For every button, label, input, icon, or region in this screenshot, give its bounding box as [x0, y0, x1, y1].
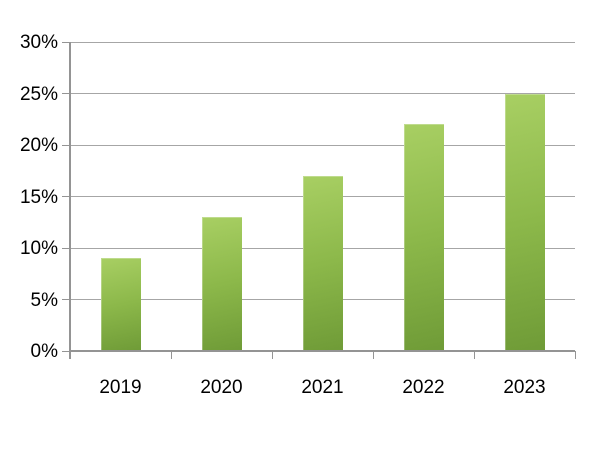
bar-2023 — [504, 93, 545, 351]
y-gridline — [70, 144, 575, 146]
bar-2019 — [100, 258, 141, 351]
y-axis-tick — [62, 93, 70, 94]
bar-2020 — [201, 217, 242, 351]
x-axis-label: 2023 — [503, 377, 546, 398]
y-axis-tick — [62, 41, 70, 43]
y-axis-line — [69, 42, 71, 359]
y-axis-label: 5% — [30, 289, 58, 311]
x-axis-label: 2019 — [99, 377, 142, 398]
x-axis-tick — [473, 351, 475, 359]
y-axis-tick — [62, 247, 70, 249]
y-axis-tick — [62, 350, 70, 352]
x-axis-label: 2022 — [402, 377, 445, 398]
x-axis-line — [70, 350, 575, 352]
y-gridline — [70, 93, 575, 94]
y-axis-label: 10% — [19, 238, 58, 259]
x-axis-tick — [372, 351, 374, 359]
y-gridline — [70, 41, 575, 43]
y-axis-label: 20% — [19, 135, 58, 156]
x-axis-tick — [170, 351, 172, 359]
y-axis-label: 25% — [19, 83, 58, 105]
x-axis-tick — [574, 351, 576, 359]
x-axis-tick — [271, 351, 273, 359]
x-axis-label: 2020 — [200, 377, 243, 398]
y-axis-label: 0% — [30, 341, 58, 362]
x-axis-label: 2021 — [301, 377, 344, 398]
y-axis-label: 30% — [19, 32, 58, 53]
y-axis-tick — [62, 299, 70, 300]
y-axis-tick — [62, 144, 70, 146]
y-axis-tick — [62, 196, 70, 197]
y-axis-label: 15% — [19, 186, 58, 208]
bar-2021 — [302, 175, 343, 351]
bar-2022 — [403, 124, 444, 351]
